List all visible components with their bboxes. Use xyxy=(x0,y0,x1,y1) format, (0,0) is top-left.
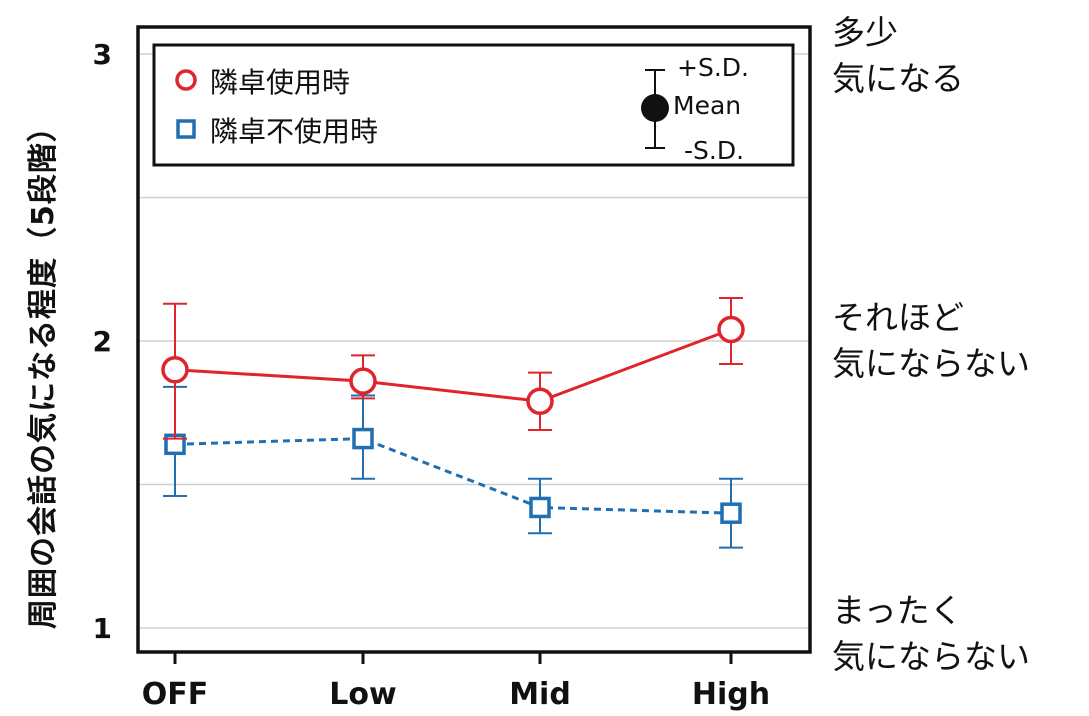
x-axis-ticks: OFF Low Mid High xyxy=(142,652,770,712)
annotation-bottom: まったく 気にならない xyxy=(832,588,1030,680)
series-1-point-2 xyxy=(526,387,554,416)
y-axis-title: 周囲の会話の気になる程度（5段階） xyxy=(26,111,61,629)
series-1-point-1 xyxy=(349,367,377,395)
y-axis-title-wrap: 周囲の会話の気になる程度（5段階） xyxy=(0,0,80,716)
annotation-bottom-line2: 気にならない xyxy=(832,637,1030,676)
x-tick-label-0: OFF xyxy=(142,677,209,712)
series-2-point-1 xyxy=(352,427,374,450)
y-tick-label-1: 2 xyxy=(93,325,112,358)
annotation-top-line2: 気になる xyxy=(832,59,964,98)
legend-box: 隣卓使用時 隣卓不使用時 +S.D. Mean -S.D. xyxy=(152,43,795,167)
legend-square-marker xyxy=(176,119,196,139)
series-1-line xyxy=(174,328,732,403)
series-1-point-0 xyxy=(161,355,189,384)
annotation-mid-line1: それほど xyxy=(832,298,964,337)
legend-key-mean-dot xyxy=(641,94,669,122)
y-tick-label-2: 3 xyxy=(93,38,112,71)
plot-frame xyxy=(136,25,812,654)
legend-key-mean: Mean xyxy=(673,91,741,120)
legend-series-1-label: 隣卓使用時 xyxy=(210,66,350,99)
annotation-mid-line2: 気にならない xyxy=(832,344,1030,383)
series-2 xyxy=(163,385,743,549)
legend-circle-marker xyxy=(175,69,197,91)
x-tick-label-1: Low xyxy=(329,677,396,712)
y-tick-label-0: 1 xyxy=(93,612,112,645)
y-axis-ticks: 1 2 3 xyxy=(93,38,112,645)
annotation-top-line1: 多少 xyxy=(832,13,898,52)
series-2-point-2 xyxy=(529,496,551,519)
x-tick-label-2: Mid xyxy=(509,677,571,712)
annotation-mid: それほど 気にならない xyxy=(832,295,1030,387)
legend-key-minus-sd: -S.D. xyxy=(684,136,744,165)
x-tick-label-3: High xyxy=(692,677,770,712)
series-layer xyxy=(161,296,745,549)
annotation-bottom-line1: まったく xyxy=(832,591,963,630)
legend-key-plus-sd: +S.D. xyxy=(677,53,749,82)
legend-series-2-label: 隣卓不使用時 xyxy=(210,115,378,148)
annotation-top: 多少 気になる xyxy=(832,10,964,102)
legend-frame xyxy=(152,43,795,167)
series-2-point-3 xyxy=(720,502,742,524)
series-1-point-3 xyxy=(717,315,745,344)
series-1 xyxy=(161,296,745,440)
series-2-line xyxy=(174,437,732,515)
